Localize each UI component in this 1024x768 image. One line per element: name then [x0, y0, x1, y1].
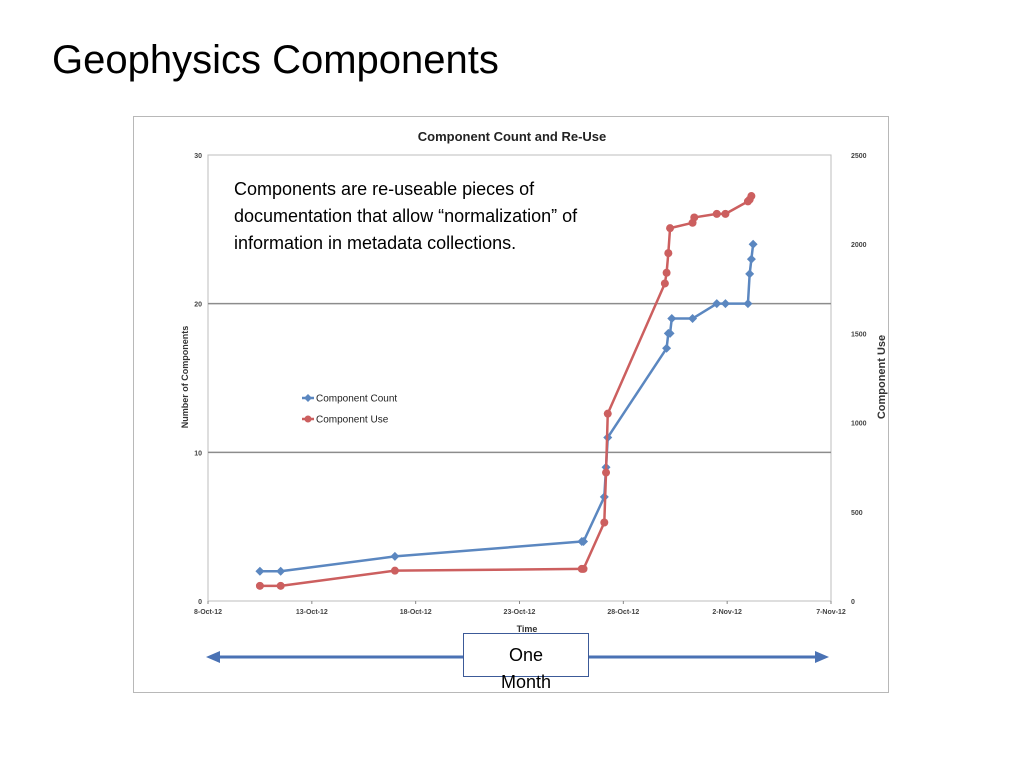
slide-title: Geophysics Components [52, 38, 499, 82]
legend-label-component-count: Component Count [316, 394, 397, 405]
component-count-point [712, 299, 722, 309]
component-count-point [662, 343, 672, 353]
series-layer [255, 192, 758, 590]
component-count-point [390, 551, 400, 561]
x-axis-label: Time [517, 624, 538, 634]
y2-tick-label: 1500 [851, 331, 867, 338]
component-use-point [660, 279, 669, 288]
arrow-head-left [206, 651, 220, 663]
chart-svg: Component Count and Re-Use Time Number o… [180, 129, 888, 663]
x-tick-label: 28-Oct-12 [607, 609, 639, 616]
component-count-point [667, 314, 677, 324]
y2-tick-label: 2000 [851, 242, 867, 249]
span-label-box: One Month [463, 633, 589, 692]
component-use-point [721, 209, 730, 218]
annotation-text: Components are re-useable pieces of docu… [234, 179, 578, 253]
component-use-point [602, 468, 611, 477]
component-count-point [665, 328, 675, 338]
x-tick-label: 7-Nov-12 [816, 609, 846, 616]
component-use-point [747, 192, 756, 201]
y-tick-label: 20 [194, 302, 202, 309]
y2-tick-label: 2500 [851, 153, 867, 160]
arrow-head-right [815, 651, 829, 663]
y-tick-label: 30 [194, 153, 202, 160]
component-count-line [259, 244, 755, 573]
component-count-point [745, 269, 755, 279]
y-tick-label: 0 [198, 599, 202, 606]
legend: Component Count Component Use [302, 394, 397, 426]
component-use-point [276, 581, 285, 590]
component-use-point [579, 564, 588, 573]
chart-title: Component Count and Re-Use [418, 129, 607, 144]
component-count-point [255, 566, 265, 576]
y2-tick-label: 500 [851, 510, 863, 517]
component-count-point [579, 537, 589, 547]
x-tick-label: 18-Oct-12 [400, 609, 432, 616]
x-tick-label: 2-Nov-12 [712, 609, 742, 616]
component-use-point [690, 213, 699, 222]
legend-marker-component-use [304, 415, 312, 423]
component-count-point [688, 314, 698, 324]
y-axis-label: Number of Components [180, 326, 190, 429]
y-tick-label: 10 [194, 450, 202, 457]
x-tick-label: 23-Oct-12 [504, 609, 536, 616]
component-use-point [600, 518, 609, 527]
y2-axis-label: Component Use [876, 335, 888, 419]
component-use-point [662, 268, 671, 277]
x-tick-label: 8-Oct-12 [194, 609, 222, 616]
axis-layer: 0 10 20 30 0 500 1000 1500 2000 2500 8-Oct-12 13-Oc… [194, 153, 867, 616]
x-tick-label: 13-Oct-12 [296, 609, 328, 616]
component-count-point [720, 299, 730, 309]
component-use-point [255, 581, 264, 590]
component-count-point [276, 566, 286, 576]
chart-frame: Component Count and Re-Use Time Number o… [133, 116, 889, 693]
component-use-point [712, 209, 721, 218]
component-count-point [743, 299, 753, 309]
component-use-point [664, 249, 673, 258]
component-use-point [666, 224, 675, 233]
span-label: One Month [500, 645, 552, 692]
legend-label-component-use: Component Use [316, 415, 389, 426]
component-count-point [748, 239, 758, 249]
component-count-point [746, 254, 756, 264]
y2-tick-label: 0 [851, 599, 855, 606]
y2-tick-label: 1000 [851, 421, 867, 428]
component-use-point [390, 566, 399, 575]
legend-marker-component-count [304, 394, 312, 402]
component-use-point [603, 409, 612, 418]
